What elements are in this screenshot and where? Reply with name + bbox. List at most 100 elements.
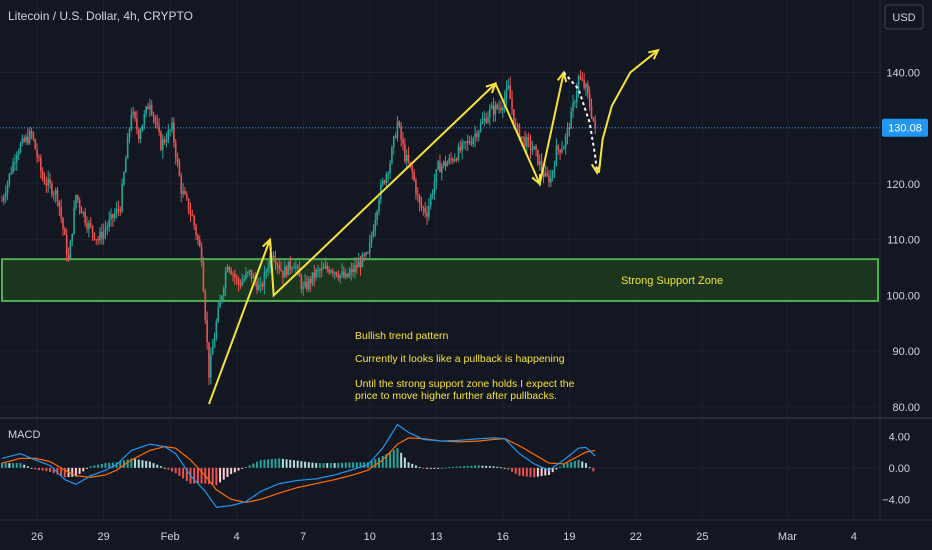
macd-histogram-bar (163, 467, 166, 469)
macd-histogram-bar (322, 463, 325, 468)
candle-body (455, 159, 458, 161)
candle-body (276, 264, 279, 266)
macd-histogram-bar (355, 462, 358, 468)
macd-histogram-bar (584, 463, 587, 468)
candle-body (60, 206, 62, 218)
candle-body (32, 132, 35, 140)
candle-body (481, 120, 484, 124)
candle-body (411, 165, 414, 172)
candle-body (14, 162, 16, 164)
macd-histogram-bar (78, 467, 81, 474)
macd-histogram-bar (518, 467, 521, 476)
macd-histogram-bar (45, 467, 48, 472)
macd-histogram-bar (178, 467, 181, 476)
candle-body (522, 136, 524, 138)
candle-body (272, 255, 275, 260)
candle-body (300, 276, 303, 289)
candle-body (99, 231, 101, 241)
macd-tick-label: −4.00 (882, 494, 910, 506)
candle-body (76, 195, 79, 200)
macd-histogram-bar (437, 467, 440, 469)
macd-histogram-bar (470, 465, 473, 468)
candle-body (115, 208, 118, 214)
candle-body (448, 158, 451, 163)
macd-histogram-bar (200, 467, 203, 484)
macd-histogram-bar (237, 467, 240, 471)
macd-histogram-bar (418, 467, 421, 469)
macd-histogram-bar (348, 462, 351, 468)
candle-body (245, 273, 247, 279)
candle-body (551, 170, 554, 178)
date-tick-label: Mar (778, 531, 797, 543)
candle-body (544, 173, 547, 177)
macd-axis[interactable]: 4.00 0.00 −4.00 (882, 431, 910, 506)
candle-body (405, 154, 408, 161)
symbol-title[interactable]: Litecoin / U.S. Dollar, 4h, CRYPTO (8, 9, 193, 23)
candle-body (424, 208, 426, 213)
price-tick-label: 80.00 (892, 402, 920, 414)
macd-histogram-bar (278, 458, 281, 468)
candle-body (173, 122, 175, 143)
macd-histogram-bar (97, 464, 100, 468)
candle-body (465, 141, 467, 143)
candle-body (4, 193, 7, 198)
candle-body (363, 254, 366, 256)
macd-histogram-bar (474, 465, 477, 468)
candle-body (581, 78, 584, 81)
candle-body (588, 93, 591, 107)
candle-body (161, 139, 164, 150)
candle-body (258, 284, 260, 291)
time-axis[interactable]: 26 29 Feb 4 7 10 13 16 19 22 25 Mar 4 (31, 531, 857, 543)
candle-body (328, 269, 330, 273)
macd-tick-label: 4.00 (889, 431, 910, 443)
macd-histogram-bar (71, 467, 74, 477)
macd-histogram-bar (411, 463, 414, 468)
candle-body (40, 157, 42, 171)
candle-body (89, 222, 92, 226)
macd-histogram-bar (588, 467, 591, 469)
candle-body (54, 190, 57, 195)
candle-body (483, 118, 486, 121)
candle-body (550, 177, 552, 183)
candle-body (339, 274, 341, 279)
candle-body (587, 84, 589, 94)
macd-histogram-bar (100, 463, 103, 468)
macd-histogram-bar (451, 466, 454, 468)
current-price-badge[interactable] (882, 118, 928, 137)
candle-body (365, 252, 367, 256)
macd-pane (0, 423, 880, 508)
macd-histogram-bar (407, 462, 410, 468)
price-axis[interactable]: 80.0090.00100.00110.00120.00130.00140.00… (882, 67, 928, 414)
candle-body (346, 273, 349, 277)
candle-body (507, 85, 510, 89)
support-zone[interactable]: Strong Support Zone (1, 258, 879, 302)
candle-body (88, 222, 90, 229)
macd-histogram-bar (459, 466, 462, 468)
candle-body (374, 219, 377, 231)
candle-body (17, 152, 20, 156)
currency-button[interactable] (884, 4, 924, 30)
support-zone-box[interactable] (1, 258, 879, 302)
macd-histogram-bar (499, 467, 502, 469)
candle-body (376, 211, 378, 220)
macd-histogram-bar (281, 458, 284, 468)
macd-histogram-bar (222, 467, 225, 480)
candle-body (43, 178, 46, 184)
candle-body (134, 112, 136, 119)
macd-histogram-bar (156, 464, 159, 468)
candle-body (8, 173, 11, 183)
macd-histogram-bar (304, 461, 307, 468)
pullback-arc (563, 71, 599, 173)
price-tick-label: 100.00 (886, 290, 920, 302)
macd-histogram-bar (274, 458, 277, 468)
candle-body (513, 109, 515, 124)
candle-body (311, 272, 314, 284)
macd-histogram-bar (263, 459, 266, 468)
macd-histogram-bar (577, 459, 580, 468)
candle-body (296, 266, 299, 268)
candle-body (224, 271, 227, 288)
candle-body (459, 146, 462, 151)
macd-histogram-bar (82, 467, 85, 472)
candle-body (208, 342, 210, 378)
